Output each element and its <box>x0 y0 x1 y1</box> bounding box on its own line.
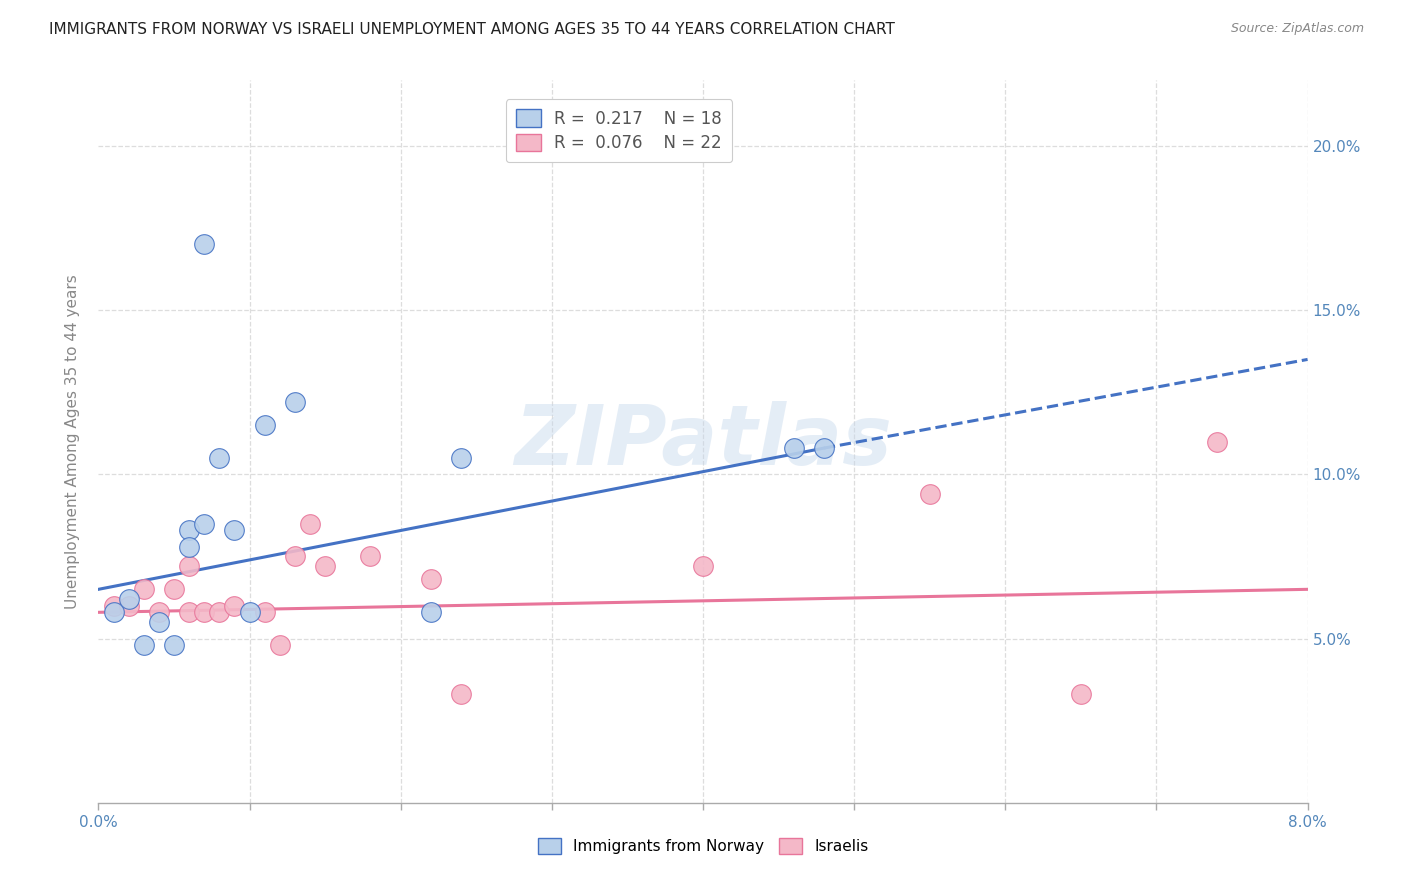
Point <box>132 638 155 652</box>
Point <box>103 599 125 613</box>
Legend: Immigrants from Norway, Israelis: Immigrants from Norway, Israelis <box>531 832 875 860</box>
Point <box>1070 687 1092 701</box>
Point <box>420 605 443 619</box>
Point <box>284 549 307 564</box>
Point <box>253 605 276 619</box>
Point <box>179 605 201 619</box>
Point <box>118 599 141 613</box>
Point <box>179 540 201 554</box>
Text: ZIPatlas: ZIPatlas <box>515 401 891 482</box>
Point <box>132 582 155 597</box>
Point <box>450 450 472 465</box>
Point <box>193 516 215 531</box>
Point <box>224 599 246 613</box>
Point <box>208 450 231 465</box>
Point <box>148 615 170 630</box>
Point <box>783 441 806 455</box>
Point <box>163 638 186 652</box>
Text: IMMIGRANTS FROM NORWAY VS ISRAELI UNEMPLOYMENT AMONG AGES 35 TO 44 YEARS CORRELA: IMMIGRANTS FROM NORWAY VS ISRAELI UNEMPL… <box>49 22 896 37</box>
Point <box>299 516 322 531</box>
Point <box>253 418 276 433</box>
Point <box>148 605 170 619</box>
Point <box>163 582 186 597</box>
Point <box>103 605 125 619</box>
Point <box>360 549 382 564</box>
Text: Source: ZipAtlas.com: Source: ZipAtlas.com <box>1230 22 1364 36</box>
Point <box>118 592 141 607</box>
Point <box>193 605 215 619</box>
Point <box>208 605 231 619</box>
Point <box>239 605 262 619</box>
Point <box>193 237 215 252</box>
Point <box>918 487 941 501</box>
Point <box>224 523 246 537</box>
Point <box>450 687 472 701</box>
Point <box>1206 434 1229 449</box>
Point <box>692 559 714 574</box>
Point <box>314 559 336 574</box>
Point <box>269 638 291 652</box>
Point <box>284 395 307 409</box>
Point <box>179 559 201 574</box>
Point <box>420 573 443 587</box>
Point <box>813 441 835 455</box>
Point <box>179 523 201 537</box>
Y-axis label: Unemployment Among Ages 35 to 44 years: Unemployment Among Ages 35 to 44 years <box>65 274 80 609</box>
